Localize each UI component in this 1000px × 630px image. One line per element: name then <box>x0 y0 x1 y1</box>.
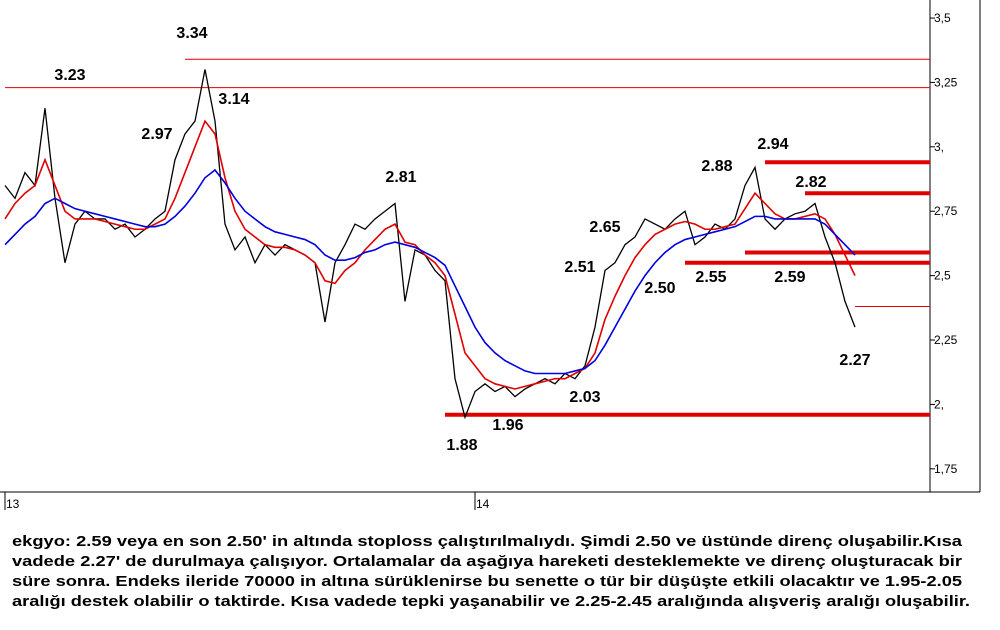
y-tick-label: 3, <box>934 140 944 154</box>
annotation: 2.59 <box>774 269 805 286</box>
commentary-line: vadede 2.27' de durulmaya çalışıyor. Ort… <box>12 553 962 570</box>
annotation: 2.03 <box>569 389 600 406</box>
y-tick-label: 2,25 <box>934 333 958 347</box>
annotation: 2.97 <box>141 126 172 143</box>
annotation: 3.23 <box>54 67 85 84</box>
x-tick-label: 14 <box>476 497 490 511</box>
commentary-line: süre sonra. Endeks ileride 70000 in altı… <box>12 573 962 590</box>
y-tick-label: 3,5 <box>934 11 951 25</box>
annotation: 2.27 <box>839 352 870 369</box>
annotation: 2.81 <box>385 169 416 186</box>
series-line <box>4 119 856 390</box>
annotation: 3.34 <box>176 25 207 42</box>
y-tick-label: 2,5 <box>934 269 951 283</box>
y-tick-label: 2,75 <box>934 204 958 218</box>
y-tick-label: 1,75 <box>934 462 958 476</box>
series-line <box>4 168 856 375</box>
annotation: 2.50 <box>644 280 675 297</box>
x-tick-label: 13 <box>6 497 20 511</box>
annotation: 1.88 <box>446 437 477 454</box>
annotation: 2.65 <box>589 219 620 236</box>
annotation: 2.51 <box>564 259 595 276</box>
annotation: 3.14 <box>218 91 249 108</box>
annotation: 2.82 <box>795 174 826 191</box>
y-tick-label: 2, <box>934 397 944 411</box>
y-tick-label: 3,25 <box>934 75 958 89</box>
annotation: 2.88 <box>701 158 732 175</box>
commentary-line: ekgyo: 2.59 veya en son 2.50' in altında… <box>12 533 963 550</box>
annotation: 2.94 <box>757 136 788 153</box>
commentary-line: aralığı destek olabilir o taktirde. Kısa… <box>12 593 970 610</box>
annotation: 1.96 <box>492 417 523 434</box>
annotation: 2.55 <box>695 269 726 286</box>
